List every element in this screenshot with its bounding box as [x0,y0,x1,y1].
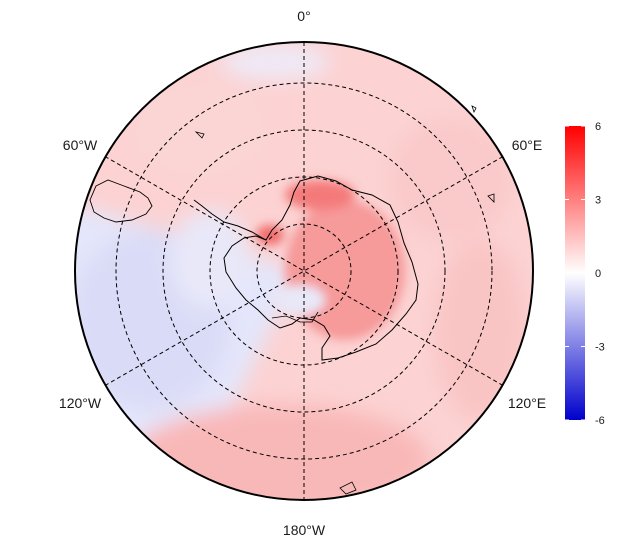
south-america-coastline [89,179,153,223]
colorbar-label-0: 0 [595,268,601,280]
colorbar-label-6: 6 [595,121,601,133]
anomaly-field [75,42,533,500]
island-east [471,105,477,114]
map-boundary [74,41,534,501]
colorbar-label-3: 3 [595,195,601,207]
graticule [104,42,504,500]
lon-label-60e: 60°E [512,137,543,153]
antarctica-coastline [223,175,419,361]
lon-label-120w: 120°W [59,395,102,411]
island-new-zealand-sub [339,481,357,495]
lon-label-180w: 180°W [283,522,326,538]
lon-label-120e: 120°E [508,395,546,411]
ross-ice-shelf [271,311,319,323]
lon-label-0: 0° [297,8,310,24]
colorbar-gradient [565,126,585,420]
island-south-georgia [194,131,205,139]
colorbar-label-neg6: -6 [595,415,605,427]
colorbar-ticks [565,125,585,421]
lon-label-60w: 60°W [63,137,98,153]
colorbar: 6 3 0 -3 -6 [565,121,605,427]
colorbar-label-neg3: -3 [595,342,605,354]
island-kerguelen [487,193,495,203]
